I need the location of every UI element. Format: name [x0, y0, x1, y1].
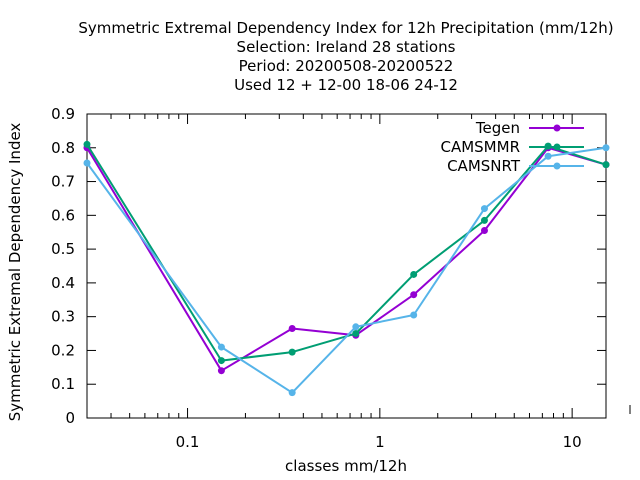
x-tick-label: 1: [375, 433, 385, 451]
y-tick-label: 0.7: [51, 173, 75, 191]
y-tick-label: 0.4: [51, 274, 75, 292]
data-point-camsnrt: [288, 389, 296, 397]
series-camsmmr: [83, 140, 610, 365]
data-point-camsmmr: [352, 330, 360, 338]
data-point-camsmmr: [288, 348, 296, 356]
chart-title: Symmetric Extremal Dependency Index for …: [78, 19, 613, 94]
y-tick-label: 0.5: [51, 240, 75, 258]
data-point-tegen: [410, 291, 418, 299]
data-point-camsnrt: [602, 144, 610, 152]
legend-label-tegen: Tegen: [475, 119, 520, 137]
title-line-1: Symmetric Extremal Dependency Index for …: [78, 19, 613, 37]
series-line-tegen: [86, 146, 607, 372]
data-point-tegen: [480, 227, 488, 235]
data-point-camsmmr: [480, 216, 488, 224]
y-tick-label: 0.3: [51, 308, 75, 326]
y-tick-label: 0.2: [51, 341, 75, 359]
data-point-camsmmr: [217, 357, 225, 365]
data-point-camsnrt: [410, 311, 418, 319]
axis-ticks: 0 0.1 0.2 0.3 0.4 0.5 0.6 0.7 0.8 0.9 0.1 1 10: [51, 105, 631, 451]
data-point-camsnrt: [217, 343, 225, 351]
data-point-camsnrt: [352, 323, 360, 331]
y-axis-label-group: Symmetric Extremal Dependency Index: [6, 123, 24, 422]
y-axis-label: Symmetric Extremal Dependency Index: [6, 123, 24, 422]
y-tick-label: 0.9: [51, 105, 75, 123]
x-tick-label: 0.1: [176, 433, 200, 451]
legend-marker-camsnrt: [553, 162, 561, 170]
x-axis-label: classes mm/12h: [285, 457, 407, 475]
y-tick-label: 0.1: [51, 375, 75, 393]
x-tick-label: 10: [563, 433, 582, 451]
data-point-camsnrt: [544, 152, 552, 160]
y-tick-label: 0.6: [51, 206, 75, 224]
y-tick-label: 0: [65, 409, 75, 427]
title-line-3: Period: 20200508-20200522: [239, 57, 454, 75]
legend-label-camsnrt: CAMSNRT: [447, 157, 521, 175]
series-tegen: [83, 144, 610, 375]
plot-area: [86, 113, 607, 419]
data-point-tegen: [288, 324, 296, 332]
legend-marker-camsmmr: [553, 143, 561, 151]
data-point-camsmmr: [410, 270, 418, 278]
series-line-camsnrt: [86, 146, 607, 394]
legend-marker-tegen: [553, 124, 561, 132]
title-line-4: Used 12 + 12-00 18-06 24-12: [234, 76, 458, 94]
legend-label-camsmmr: CAMSMMR: [440, 138, 520, 156]
data-point-camsnrt: [480, 205, 488, 213]
data-point-camsnrt: [83, 159, 91, 167]
data-point-tegen: [217, 367, 225, 375]
series-camsnrt: [83, 144, 610, 397]
title-line-2: Selection: Ireland 28 stations: [237, 38, 456, 56]
data-point-camsmmr: [602, 161, 610, 169]
y-tick-label: 0.8: [51, 139, 75, 157]
series-group: [83, 140, 610, 397]
data-point-camsmmr: [83, 140, 91, 148]
series-line-camsmmr: [86, 143, 607, 362]
plot-border: [86, 113, 607, 419]
